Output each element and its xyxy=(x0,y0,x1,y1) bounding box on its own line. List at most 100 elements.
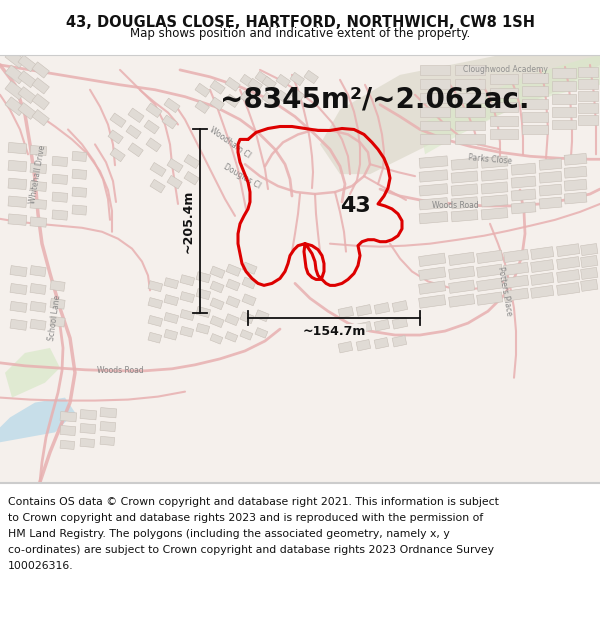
Bar xyxy=(32,62,49,78)
Bar xyxy=(195,100,209,114)
Bar xyxy=(32,94,49,110)
Polygon shape xyxy=(420,55,600,154)
Bar xyxy=(5,97,25,116)
Bar xyxy=(8,178,27,189)
Bar xyxy=(356,321,371,333)
Bar xyxy=(455,92,485,103)
Bar xyxy=(539,184,562,196)
Bar xyxy=(148,316,163,326)
Bar xyxy=(100,408,117,418)
Bar xyxy=(225,94,239,108)
Bar xyxy=(481,182,508,194)
Bar xyxy=(225,332,238,342)
Bar xyxy=(392,318,407,329)
Bar xyxy=(30,181,47,191)
Bar xyxy=(290,72,304,86)
Bar xyxy=(276,90,290,104)
Bar xyxy=(5,81,25,100)
Bar xyxy=(164,98,180,112)
Bar xyxy=(5,65,25,84)
Bar xyxy=(240,329,253,340)
Bar xyxy=(338,341,353,353)
Bar xyxy=(184,171,199,185)
Bar xyxy=(196,272,211,282)
Bar xyxy=(530,259,554,272)
Bar xyxy=(490,74,518,84)
Bar xyxy=(552,94,576,104)
Bar xyxy=(530,247,554,259)
Bar xyxy=(503,288,529,301)
Bar xyxy=(490,102,518,112)
Bar xyxy=(539,197,562,209)
Bar xyxy=(356,304,371,316)
Text: 43: 43 xyxy=(340,196,370,216)
Bar xyxy=(180,326,194,337)
Bar xyxy=(60,426,76,436)
Bar xyxy=(100,436,115,446)
Bar xyxy=(276,74,290,88)
Bar xyxy=(490,88,518,98)
Bar xyxy=(5,33,25,52)
Bar xyxy=(419,281,446,294)
Bar xyxy=(420,65,450,75)
Bar xyxy=(557,257,580,269)
Bar xyxy=(240,91,254,104)
Text: Douglas Cl: Douglas Cl xyxy=(222,162,262,191)
Text: Parks Close: Parks Close xyxy=(468,153,512,166)
Bar xyxy=(557,244,580,257)
Bar xyxy=(419,253,446,266)
Bar xyxy=(72,169,87,179)
Bar xyxy=(226,264,241,276)
Bar xyxy=(552,81,576,91)
Bar xyxy=(248,94,262,108)
Bar xyxy=(564,192,587,204)
Bar xyxy=(167,176,182,189)
Bar xyxy=(164,294,179,306)
Bar xyxy=(146,138,161,152)
Bar xyxy=(52,210,68,220)
Bar xyxy=(552,107,576,117)
Text: Cloughwood Academy: Cloughwood Academy xyxy=(463,66,547,74)
Bar xyxy=(503,249,529,262)
Bar xyxy=(50,316,65,327)
Bar xyxy=(226,296,240,308)
Bar xyxy=(481,195,508,207)
Bar xyxy=(30,217,47,227)
Bar xyxy=(18,102,36,119)
Bar xyxy=(581,256,598,268)
Bar xyxy=(578,91,598,101)
Bar xyxy=(420,107,450,117)
Bar xyxy=(80,424,96,434)
Bar xyxy=(148,298,163,309)
Bar xyxy=(110,113,126,128)
Bar xyxy=(100,421,116,432)
Bar xyxy=(164,329,178,340)
Bar xyxy=(290,88,304,101)
Bar xyxy=(10,266,27,277)
Bar xyxy=(522,86,548,96)
Bar xyxy=(449,266,475,279)
Bar xyxy=(148,281,163,292)
Bar xyxy=(420,79,450,89)
Bar xyxy=(225,78,240,91)
Bar xyxy=(455,65,485,75)
Bar xyxy=(52,192,68,202)
Bar xyxy=(110,148,125,162)
Bar xyxy=(490,116,518,126)
Bar xyxy=(60,411,77,422)
Bar xyxy=(164,278,179,289)
Bar xyxy=(564,179,587,191)
Bar xyxy=(539,171,562,183)
Bar xyxy=(8,214,27,226)
Bar xyxy=(581,244,598,256)
Text: 100026316.: 100026316. xyxy=(8,561,74,571)
Bar xyxy=(146,103,162,118)
Bar xyxy=(451,209,478,222)
Bar xyxy=(8,142,27,154)
Bar xyxy=(128,108,144,122)
Bar xyxy=(481,156,508,168)
Bar xyxy=(503,262,529,276)
Bar xyxy=(108,130,123,144)
Bar xyxy=(255,310,269,322)
Bar xyxy=(162,115,177,129)
